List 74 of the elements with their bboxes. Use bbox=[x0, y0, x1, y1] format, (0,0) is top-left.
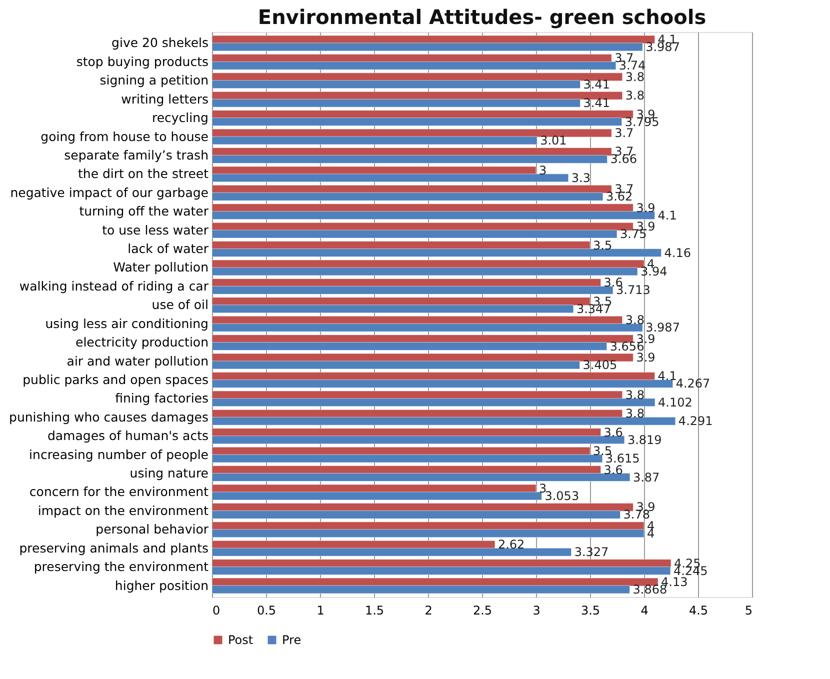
y-tick-label: give 20 shekels bbox=[112, 35, 208, 50]
y-tick-label: going from house to house bbox=[40, 128, 209, 144]
data-label: 3.01 bbox=[540, 134, 567, 148]
data-label: 4.102 bbox=[658, 395, 692, 410]
y-tick-label: preserving the environment bbox=[34, 559, 209, 574]
data-label: 3.7 bbox=[614, 126, 634, 140]
y-tick-label: separate family’s trash bbox=[64, 147, 208, 162]
data-label: 3.819 bbox=[627, 432, 662, 447]
data-label: 3.053 bbox=[544, 488, 580, 503]
x-tick-label: 4.5 bbox=[688, 604, 708, 618]
y-tick-label: writing letters bbox=[121, 91, 208, 106]
y-tick-label: punishing who causes damages bbox=[9, 409, 208, 424]
x-tick-label: 4 bbox=[640, 604, 648, 618]
data-label: 3.8 bbox=[625, 388, 644, 402]
x-tick-label: 2 bbox=[424, 604, 432, 618]
x-tick-label: 1.5 bbox=[364, 604, 384, 618]
x-tick-label: 2.5 bbox=[472, 604, 492, 618]
data-label: 3.5 bbox=[593, 238, 612, 252]
y-tick-label: impact on the environment bbox=[38, 502, 209, 518]
legend-label: Pre bbox=[282, 633, 302, 647]
y-tick-label: increasing number of people bbox=[29, 446, 209, 462]
data-label: 3.8 bbox=[625, 313, 644, 328]
x-tick-label: 1 bbox=[316, 604, 324, 618]
y-tick-label: stop buying products bbox=[76, 54, 208, 69]
x-tick-label: 3 bbox=[532, 604, 540, 618]
y-tick-label: damages of human's acts bbox=[47, 428, 208, 444]
y-tick-label: turning off the water bbox=[79, 204, 210, 219]
data-label: 3 bbox=[539, 163, 547, 178]
data-label: 3.405 bbox=[582, 358, 618, 372]
data-label: 3.327 bbox=[574, 545, 609, 560]
y-tick-label: signing a petition bbox=[100, 72, 208, 88]
y-tick-label: air and water pollution bbox=[66, 353, 208, 368]
data-label: 3.6 bbox=[604, 425, 623, 440]
y-tick-label: personal behavior bbox=[96, 522, 210, 537]
data-label: 4.291 bbox=[678, 414, 713, 428]
y-tick-label: walking instead of riding a car bbox=[19, 278, 210, 294]
y-tick-label: electricity production bbox=[76, 334, 208, 350]
x-tick-label: 0 bbox=[212, 604, 220, 618]
data-label: 3.9 bbox=[636, 200, 656, 215]
x-tick-label: 0.5 bbox=[256, 604, 276, 618]
data-label: 3.6 bbox=[604, 462, 623, 477]
y-tick-label: lack of water bbox=[128, 241, 210, 256]
data-label: 4.16 bbox=[664, 246, 691, 260]
data-label: 4.267 bbox=[676, 376, 710, 391]
y-tick-label: fining factories bbox=[115, 390, 208, 406]
y-tick-label: preserving animals and plants bbox=[19, 540, 208, 556]
x-tick-label: 5 bbox=[744, 604, 752, 618]
data-label: 3.41 bbox=[583, 77, 610, 92]
data-label: 3.41 bbox=[583, 96, 610, 110]
data-label: 3 bbox=[539, 481, 547, 496]
y-tick-label: negative impact of our garbage bbox=[10, 184, 209, 200]
y-tick-label: using less air conditioning bbox=[45, 316, 208, 331]
y-tick-label: recycling bbox=[152, 110, 208, 126]
legend-label: Post bbox=[228, 633, 254, 647]
data-label: 3.9 bbox=[636, 350, 656, 365]
chart-title: Environmental Attitudes- green schools bbox=[258, 5, 706, 29]
data-label: 4.1 bbox=[658, 208, 677, 222]
y-tick-label: higher position bbox=[114, 578, 208, 593]
data-label: 3.8 bbox=[625, 70, 644, 84]
data-label: 4.1 bbox=[658, 369, 677, 384]
data-label: 2.62 bbox=[498, 538, 525, 552]
y-tick-label: use of oil bbox=[152, 297, 208, 312]
data-label: 3.8 bbox=[625, 406, 644, 421]
data-label: 3.3 bbox=[571, 170, 590, 185]
y-tick-label: to use less water bbox=[102, 222, 210, 238]
y-tick-label: the dirt on the street bbox=[78, 166, 209, 182]
data-label: 3.8 bbox=[625, 88, 644, 103]
y-tick-label: using nature bbox=[130, 466, 209, 481]
y-tick-label: Water pollution bbox=[113, 260, 208, 275]
data-label: 3.987 bbox=[646, 320, 680, 335]
data-label: 3.87 bbox=[632, 470, 660, 484]
y-tick-label: concern for the environment bbox=[29, 484, 209, 500]
x-tick-label: 3.5 bbox=[580, 604, 600, 618]
y-tick-label: public parks and open spaces bbox=[22, 372, 208, 387]
